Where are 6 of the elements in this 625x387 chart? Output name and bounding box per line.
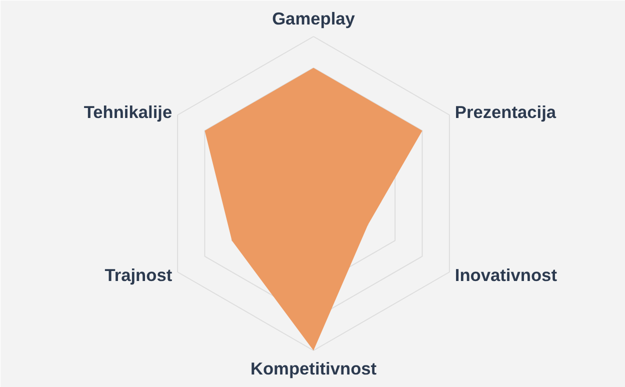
spoke-label: Gameplay xyxy=(272,8,356,29)
spoke-label: Tehnikalije xyxy=(84,102,172,122)
spoke-label: Inovativnost xyxy=(454,265,558,286)
spoke-label: Prezentacija xyxy=(454,102,556,122)
spoke-label: Kompetitivnost xyxy=(250,358,377,378)
spoke-label: Trajnost xyxy=(104,265,172,286)
